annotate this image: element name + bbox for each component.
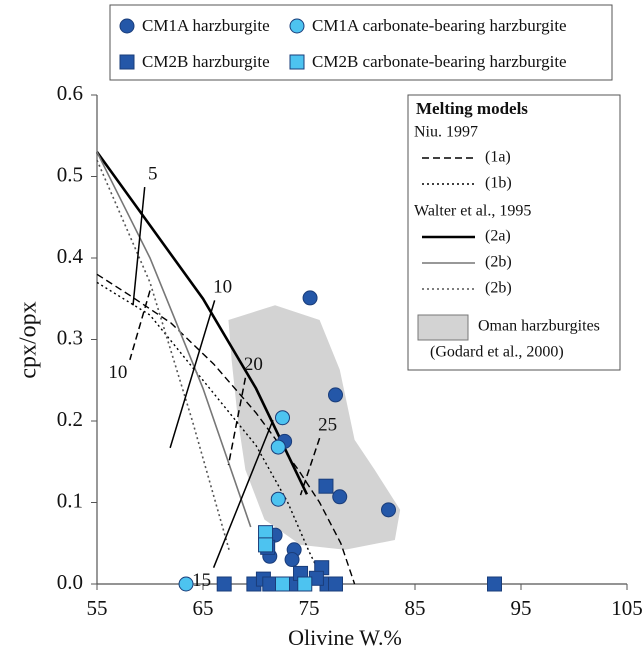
model-line <box>96 273 356 585</box>
point <box>275 576 290 592</box>
x-axis-title: Olivine W.% <box>288 625 402 650</box>
point <box>270 439 286 455</box>
point <box>275 410 290 426</box>
legend-marker <box>289 18 305 34</box>
point <box>178 576 194 592</box>
melt-line <box>129 290 151 361</box>
legend-marker <box>119 54 135 70</box>
x-tick-label: 85 <box>405 596 426 620</box>
melt-label: 15 <box>192 570 211 591</box>
point <box>270 491 286 507</box>
x-tick-label: 105 <box>611 596 643 620</box>
melt-label: 25 <box>318 414 337 435</box>
point <box>297 576 313 592</box>
model-line <box>95 151 309 495</box>
models-legend-group: Walter et al., 1995 <box>414 203 531 220</box>
y-tick-label: 0.2 <box>57 407 83 431</box>
x-tick-label: 75 <box>299 596 320 620</box>
models-legend-label: (2b) <box>485 254 512 271</box>
models-legend-label: (1b) <box>485 175 512 192</box>
region-legend-swatch <box>417 314 469 341</box>
region-legend-label: Oman harzburgites <box>478 318 600 335</box>
model-line <box>96 159 231 552</box>
y-tick-label: 0.1 <box>57 488 83 512</box>
y-tick-label: 0.3 <box>57 325 83 349</box>
melt-label: 20 <box>244 354 263 375</box>
melt-line <box>227 377 247 466</box>
y-tick-label: 0.4 <box>57 244 84 268</box>
x-tick-label: 55 <box>87 596 108 620</box>
x-tick-label: 65 <box>193 596 214 620</box>
y-axis-title: cpx/opx <box>16 301 42 378</box>
legend-marker <box>289 54 305 70</box>
x-tick-label: 95 <box>511 596 532 620</box>
point <box>216 576 232 592</box>
point <box>284 552 300 568</box>
model-line <box>96 151 252 528</box>
melt-line <box>169 300 216 449</box>
model-line <box>96 281 326 585</box>
y-tick-label: 0.5 <box>57 162 83 186</box>
legend-marker <box>119 18 135 34</box>
legend-label: CM2B harzburgite <box>142 52 270 71</box>
melt-label: 10 <box>213 277 232 298</box>
models-legend-label: (2b) <box>485 280 512 297</box>
melt-line <box>212 419 274 568</box>
models-legend-label: (1a) <box>485 149 511 166</box>
models-legend-title: Melting models <box>416 99 528 118</box>
point <box>328 387 343 403</box>
y-tick-label: 0.6 <box>57 81 83 105</box>
legend-label: CM1A harzburgite <box>142 16 270 35</box>
models-legend-group: Niu. 1997 <box>414 124 478 141</box>
point <box>487 576 502 592</box>
legend-box <box>109 4 613 81</box>
melt-label: 10 <box>108 362 127 383</box>
point <box>262 576 278 592</box>
point <box>318 478 334 494</box>
point <box>328 576 343 592</box>
melt-line <box>132 187 146 306</box>
point <box>302 290 318 306</box>
melt-line <box>299 437 321 496</box>
point <box>381 502 396 518</box>
models-legend-label: (2a) <box>485 228 511 245</box>
melt-label: 5 <box>148 163 158 184</box>
point <box>258 537 274 553</box>
point <box>332 489 348 505</box>
region <box>228 305 401 550</box>
region-legend-source: (Godard et al., 2000) <box>430 344 564 361</box>
y-tick-label: 0.0 <box>57 570 83 594</box>
legend-label: CM1A carbonate-bearing harzburgite <box>312 16 567 35</box>
legend-label: CM2B carbonate-bearing harzburgite <box>312 52 567 71</box>
